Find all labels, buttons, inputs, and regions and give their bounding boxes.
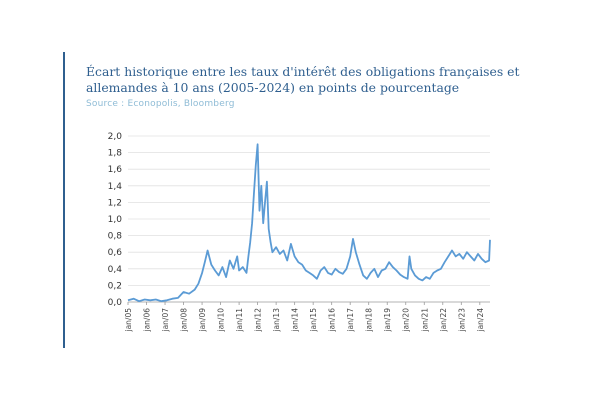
series-layer	[127, 143, 491, 303]
y-tick-label: 0,4	[108, 265, 123, 275]
y-tick-label: 1,4	[108, 182, 123, 192]
chart-source: Source : Econopolis, Bloomberg	[86, 99, 235, 109]
x-tick-label: jan/05	[124, 308, 133, 333]
x-tick-label: jan/07	[161, 308, 170, 333]
x-tick-label: jan/18	[365, 308, 374, 333]
y-axis-ticks: 0,0 0,2 0,4 0,6 0,8 1,0 1,2 1,4 1,6 1,8 2,0	[108, 132, 123, 308]
x-axis-ticks: jan/05 jan/06 jan/07 jan/08 jan/09 jan/10 jan/…	[124, 302, 485, 333]
x-tick-label: jan/12	[254, 308, 263, 333]
x-tick-label: jan/13	[272, 308, 281, 333]
x-tick-label: jan/08	[180, 308, 189, 333]
x-tick-label: jan/22	[439, 308, 448, 333]
x-tick-label: jan/20	[402, 308, 411, 333]
y-tick-label: 0,6	[108, 248, 123, 258]
y-tick-label: 0,2	[108, 281, 122, 291]
grid-lines	[128, 135, 490, 286]
x-tick-label: jan/23	[457, 308, 466, 333]
x-tick-label: jan/19	[383, 308, 392, 333]
y-tick-label: 2,0	[108, 132, 123, 142]
y-tick-label: 0,0	[108, 298, 123, 308]
x-tick-label: jan/10	[217, 308, 226, 333]
y-tick-label: 1,6	[108, 165, 123, 175]
y-tick-label: 1,8	[108, 149, 123, 159]
x-tick-label: jan/24	[476, 308, 485, 333]
x-tick-label: jan/15	[309, 308, 318, 333]
accent-bar	[63, 52, 65, 348]
x-tick-label: jan/06	[143, 308, 152, 333]
x-tick-label: jan/16	[328, 308, 337, 333]
x-tick-label: jan/09	[198, 308, 207, 333]
y-tick-label: 1,0	[108, 215, 123, 225]
x-tick-label: jan/14	[291, 308, 300, 333]
series-line	[127, 143, 491, 303]
x-tick-label: jan/17	[346, 308, 355, 333]
y-tick-label: 0,8	[108, 232, 123, 242]
y-tick-label: 1,2	[108, 198, 122, 208]
x-tick-label: jan/11	[235, 308, 244, 333]
x-tick-label: jan/21	[420, 308, 429, 333]
chart-title: Écart historique entre les taux d'intérê…	[86, 64, 520, 95]
